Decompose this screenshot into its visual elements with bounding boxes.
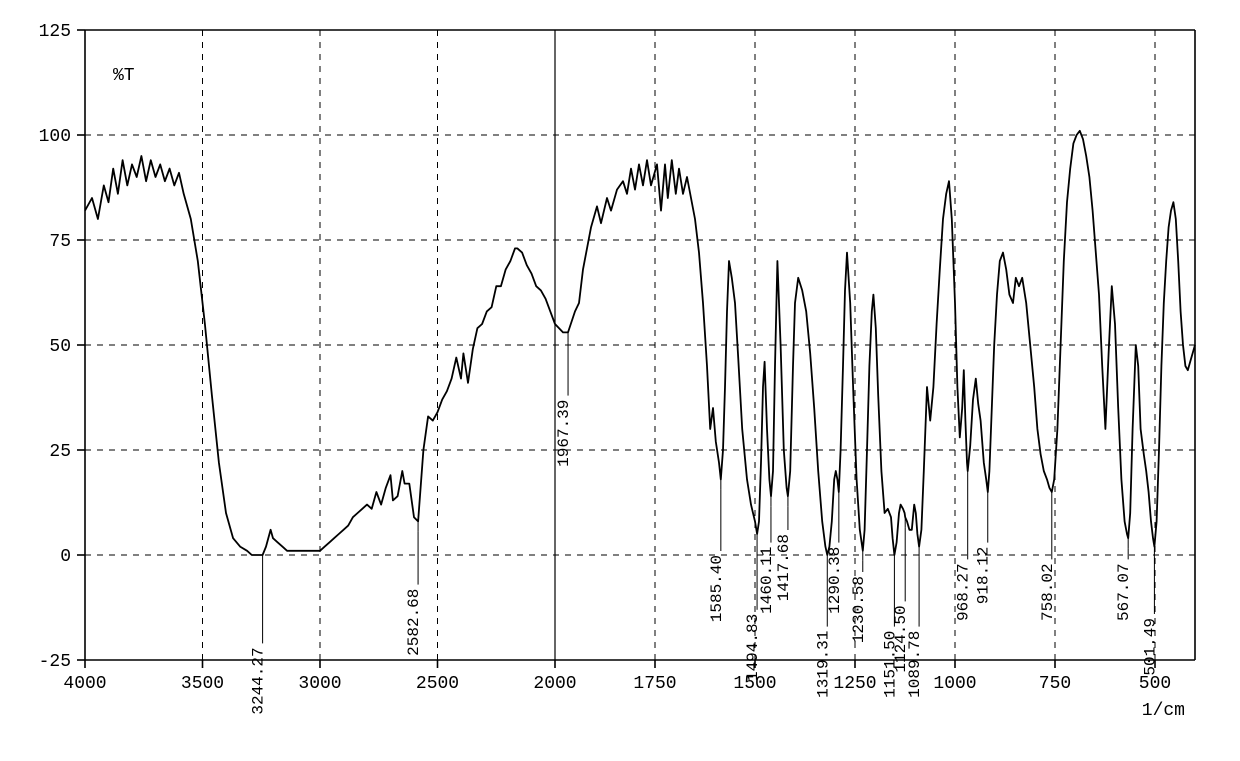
peak-label: 1230.58 — [850, 576, 868, 643]
peak-label: 567.07 — [1115, 563, 1133, 621]
x-tick-label: 500 — [1139, 674, 1171, 694]
peak-label: 918.12 — [975, 547, 993, 605]
x-tick-label: 1250 — [833, 674, 876, 694]
x-axis-label: 1/cm — [1142, 701, 1185, 721]
y-tick-label: -25 — [39, 652, 71, 672]
y-tick-label: 25 — [49, 442, 71, 462]
x-tick-label: 2500 — [416, 674, 459, 694]
peak-label: 1319.31 — [814, 631, 832, 698]
peak-label: 1417.68 — [775, 534, 793, 601]
peak-label: 1585.40 — [708, 555, 726, 622]
peak-label: 1460.11 — [758, 547, 776, 614]
y-tick-label: 125 — [39, 22, 71, 42]
ir-spectrum-chart: 4000350030002500200017501500125010007505… — [0, 0, 1240, 761]
y-tick-label: 0 — [60, 547, 71, 567]
x-tick-label: 1750 — [633, 674, 676, 694]
x-tick-label: 1000 — [933, 674, 976, 694]
peak-label: 1967.39 — [555, 400, 573, 467]
x-tick-label: 750 — [1039, 674, 1071, 694]
peak-label: 968.27 — [955, 563, 973, 621]
peak-label: 2582.68 — [405, 589, 423, 656]
y-tick-label: 75 — [49, 232, 71, 252]
peak-label: 1089.78 — [906, 631, 924, 698]
peak-label: 1494.83 — [744, 614, 762, 681]
x-tick-label: 3500 — [181, 674, 224, 694]
peak-label: 3244.27 — [250, 647, 268, 714]
x-tick-label: 4000 — [63, 674, 106, 694]
x-tick-label: 3000 — [298, 674, 341, 694]
peak-label: 1290.38 — [826, 547, 844, 614]
peak-label: 758.02 — [1039, 563, 1057, 621]
peak-label: 501.49 — [1141, 618, 1159, 676]
y-tick-label: 100 — [39, 127, 71, 147]
y-axis-label: %T — [113, 66, 135, 86]
x-tick-label: 2000 — [533, 674, 576, 694]
y-tick-label: 50 — [49, 337, 71, 357]
